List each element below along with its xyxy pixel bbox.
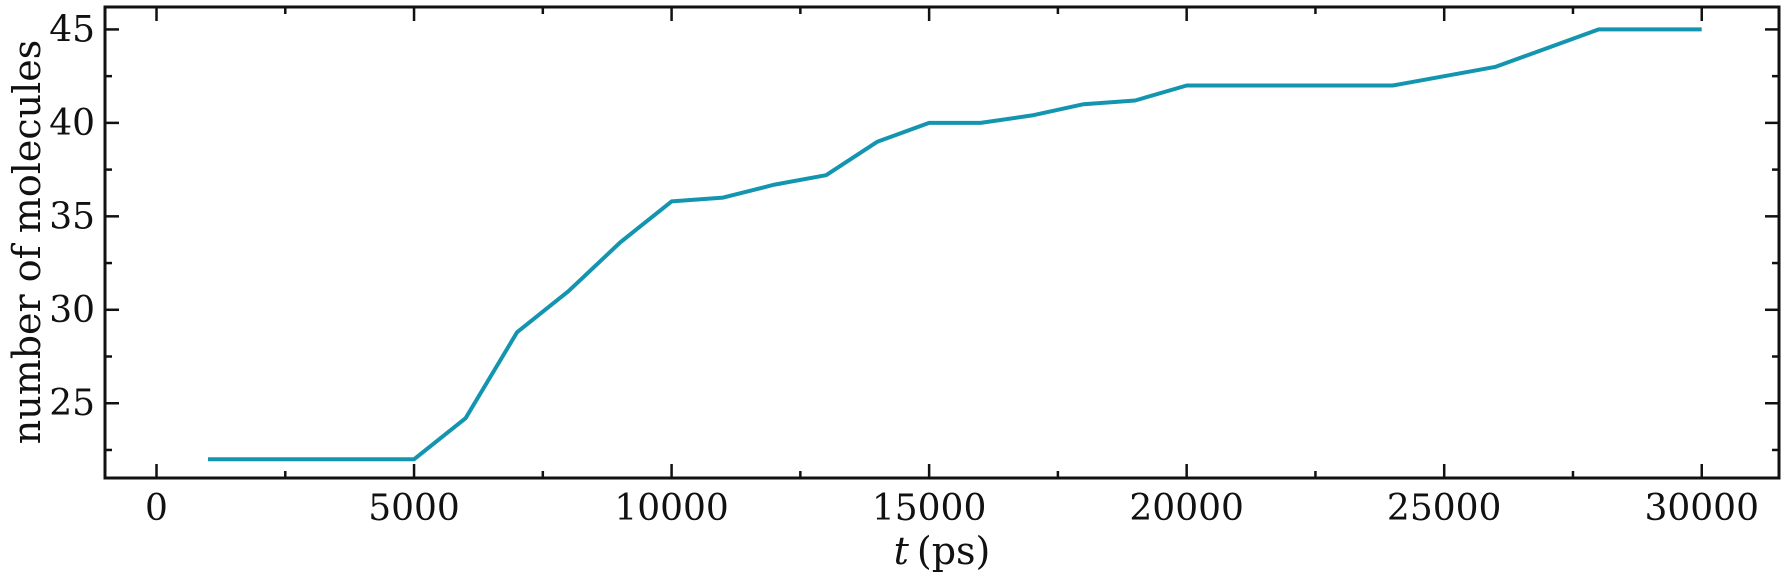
y-tick-label: 30 [49,290,95,331]
x-tick-label: 15000 [872,488,987,529]
x-axis-label: t (ps) [894,529,991,573]
x-tick-label: 10000 [614,488,729,529]
axis-ticks [105,7,1779,478]
y-tick-label: 25 [49,383,95,424]
y-tick-label: 40 [49,103,95,144]
x-tick-label: 5000 [368,488,460,529]
series-line [208,27,1702,462]
x-tick-label: 0 [145,488,168,529]
tick-labels: 0 5000 10000 15000 20000 25000 30000 25 30 35 40 45 [49,9,1759,529]
x-tick-label: 25000 [1387,488,1502,529]
x-axis-variable: t [894,529,910,573]
plot-frame [103,5,1781,480]
x-tick-label: 30000 [1644,488,1759,529]
y-tick-label: 45 [49,9,95,50]
x-tick-label: 20000 [1129,488,1244,529]
x-axis-unit: (ps) [917,529,990,573]
y-tick-label: 35 [49,196,95,237]
y-axis-label: number of molecules [5,40,49,445]
series-layer [208,27,1702,462]
